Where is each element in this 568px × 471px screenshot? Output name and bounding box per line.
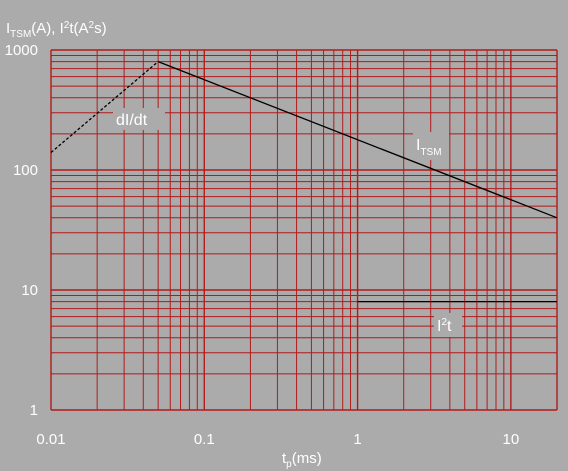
plot-area — [51, 50, 557, 410]
itsm-label-bg — [413, 132, 449, 160]
i2t-label: I2t — [437, 317, 452, 335]
itsm-label: ITSM — [416, 137, 442, 158]
didt-label-bg — [113, 108, 165, 130]
tick-labels: 0.01 0.1 1 10 1 10 100 1000 — [5, 42, 520, 448]
i2t-label-bg — [434, 313, 462, 337]
series-line-1 — [50, 61, 159, 153]
grid-lines — [50, 49, 558, 411]
y-tick-label: 1 — [30, 402, 38, 419]
y-axis-label: ITSM(A), I2t(A2s) — [6, 20, 107, 40]
didt-label: dI/dt — [116, 112, 148, 129]
x-tick-label: 0.1 — [194, 431, 215, 448]
x-tick-label: 0.01 — [36, 431, 65, 448]
y-tick-label: 1000 — [5, 42, 38, 59]
x-tick-label: 10 — [503, 431, 520, 448]
x-tick-label: 1 — [353, 431, 361, 448]
data-series — [50, 60, 558, 303]
x-axis-label: tp(ms) — [282, 450, 322, 470]
y-tick-label: 100 — [13, 162, 38, 179]
y-tick-label: 10 — [21, 282, 38, 299]
series-line-2 — [157, 60, 558, 219]
